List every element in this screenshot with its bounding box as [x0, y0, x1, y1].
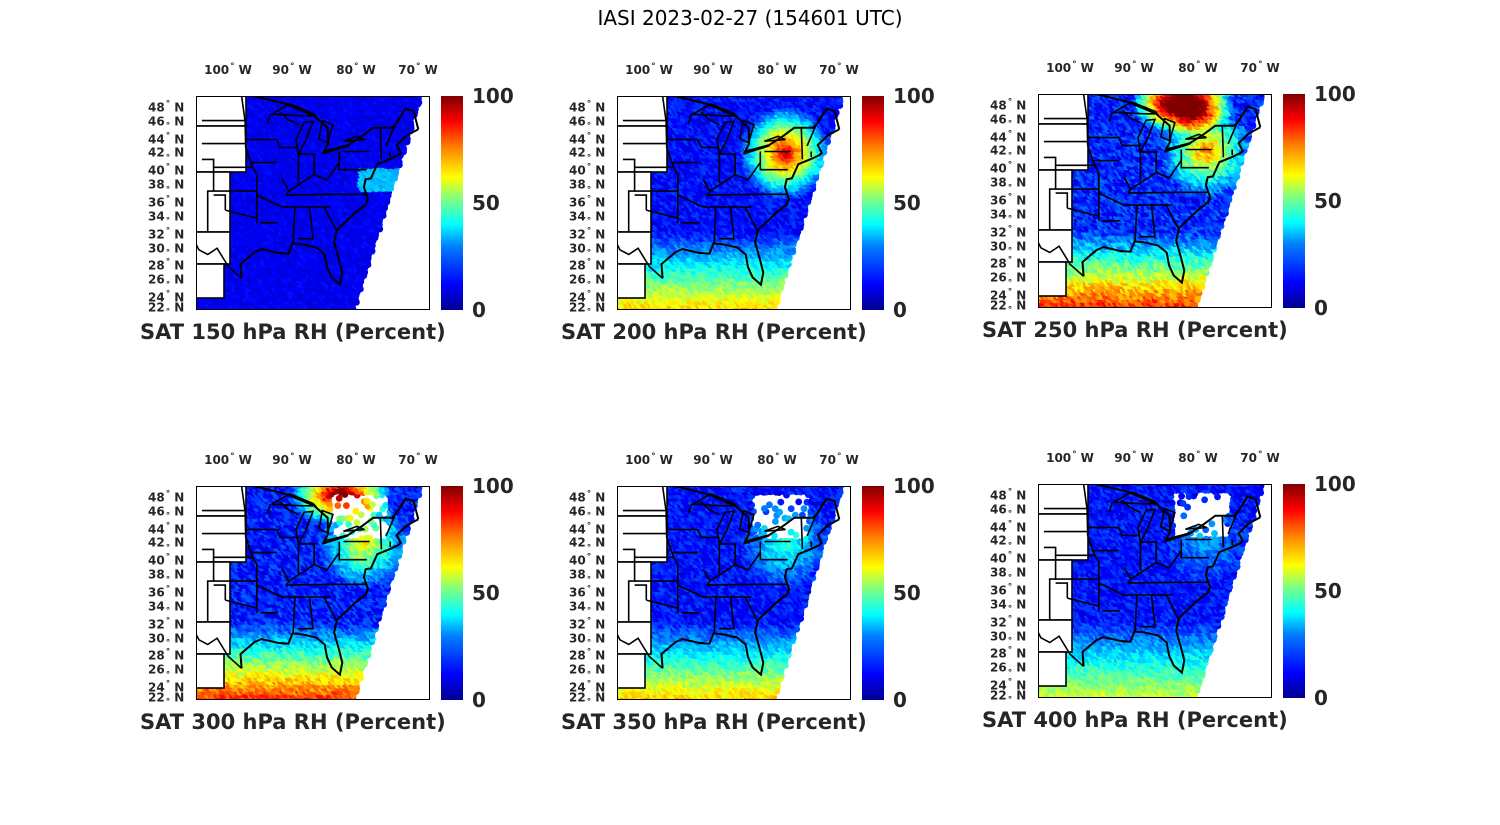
latitude-tick-label: 42° N [148, 146, 184, 163]
longitude-axis: 100° W 90° W 80° W 70° W [561, 62, 981, 84]
longitude-tick-label: 90° W [693, 62, 732, 77]
latitude-tick-label: 34° N [569, 209, 605, 226]
latitude-tick-label: 28° N [148, 258, 184, 273]
state-outline [196, 96, 247, 127]
colorbar-tick-label: 0 [472, 298, 486, 322]
state-outline [196, 125, 247, 173]
latitude-tick-label: 46° N [148, 114, 184, 131]
latitude-tick-label: 30° N [569, 241, 605, 258]
rh-map [196, 96, 430, 310]
latitude-tick-label: 32° N [148, 226, 184, 241]
latitude-tick-label: 40° N [569, 163, 605, 178]
latitude-tick-label: 34° N [148, 209, 184, 226]
latitude-tick-label: 46° N [569, 114, 605, 131]
longitude-tick-label: 100° W [204, 62, 252, 77]
latitude-tick-label: 28° N [569, 258, 605, 273]
latitude-tick-label: 24° N [148, 290, 184, 305]
colorbar-tick-label: 50 [472, 191, 500, 215]
latitude-tick-label: 32° N [569, 226, 605, 241]
latitude-tick-label: 44° N [148, 131, 184, 146]
latitude-tick-label: 26° N [569, 273, 605, 290]
longitude-tick-label: 100° W [625, 62, 673, 77]
longitude-axis: 100° W 90° W 80° W 70° W [140, 62, 560, 84]
latitude-tick-label: 30° N [148, 241, 184, 258]
figure-title: IASI 2023-02-27 (154601 UTC) [0, 6, 1500, 30]
longitude-tick-label: 70° W [398, 62, 437, 77]
latitude-tick-label: 22° N [569, 300, 605, 317]
colorbar [441, 96, 463, 310]
latitude-tick-label: 40° N [148, 163, 184, 178]
state-boundary [379, 127, 383, 160]
latitude-tick-label: 42° N [569, 146, 605, 163]
latitude-tick-label: 48° N [148, 99, 184, 114]
latitude-tick-label: 26° N [148, 273, 184, 290]
latitude-tick-label: 22° N [148, 300, 184, 317]
longitude-tick-label: 90° W [272, 62, 311, 77]
latitude-tick-label: 36° N [569, 195, 605, 210]
latitude-tick-label: 36° N [148, 195, 184, 210]
longitude-tick-label: 70° W [819, 62, 858, 77]
latitude-tick-label: 38° N [569, 177, 605, 194]
rh-map [617, 96, 851, 310]
state-boundary [286, 193, 367, 196]
latitude-tick-label: 44° N [569, 131, 605, 146]
latitude-tick-label: 48° N [569, 99, 605, 114]
map-panel: 100° W 90° W 80° W 70° W 48° N 46° N 44° N 42° N 40° N 38°… [561, 62, 981, 362]
colorbar-tick-label: 100 [472, 84, 514, 108]
map-panel: 100° W 90° W 80° W 70° W 48° N 46° N 44° N 42° N 40° N 38°… [140, 62, 560, 362]
panel-caption: SAT 150 hPa RH (Percent) [140, 320, 446, 344]
longitude-tick-label: 80° W [336, 62, 375, 77]
state-outline [196, 263, 225, 299]
longitude-tick-label: 80° W [757, 62, 796, 77]
latitude-tick-label: 38° N [148, 177, 184, 194]
state-outline [196, 231, 231, 265]
